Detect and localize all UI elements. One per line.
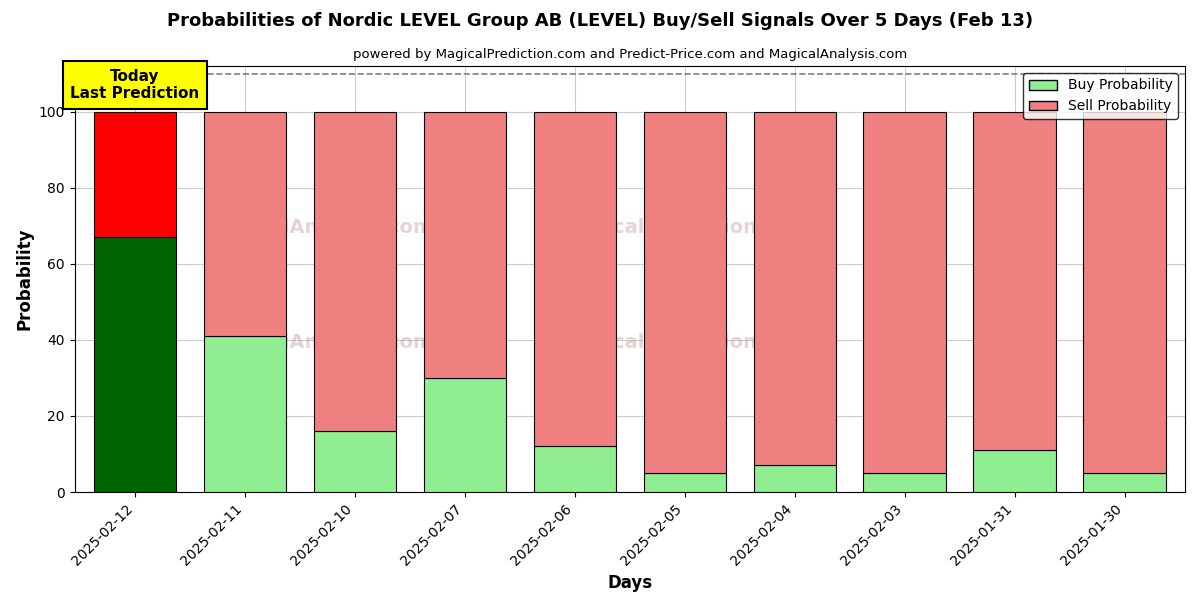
Bar	[94, 112, 176, 237]
Bar	[424, 378, 506, 492]
Bar	[973, 112, 1056, 450]
Bar	[313, 112, 396, 431]
Bar	[94, 237, 176, 492]
Bar	[1084, 473, 1165, 492]
Text: MagicalPrediction.com: MagicalPrediction.com	[560, 218, 810, 238]
Bar	[534, 112, 616, 446]
Bar	[754, 112, 836, 466]
Bar	[424, 112, 506, 378]
Bar	[643, 112, 726, 473]
Text: Today
Last Prediction: Today Last Prediction	[71, 69, 199, 101]
Bar	[864, 112, 946, 473]
Y-axis label: Probability: Probability	[16, 228, 34, 330]
Bar	[534, 446, 616, 492]
Bar	[313, 431, 396, 492]
Bar	[204, 112, 287, 336]
X-axis label: Days: Days	[607, 574, 653, 592]
Title: powered by MagicalPrediction.com and Predict-Price.com and MagicalAnalysis.com: powered by MagicalPrediction.com and Pre…	[353, 47, 907, 61]
Bar	[973, 450, 1056, 492]
Legend: Buy Probability, Sell Probability: Buy Probability, Sell Probability	[1024, 73, 1178, 119]
Bar	[1084, 112, 1165, 473]
Bar	[204, 336, 287, 492]
Bar	[754, 466, 836, 492]
Bar	[864, 473, 946, 492]
Text: MagicalAnalysis.com: MagicalAnalysis.com	[205, 218, 433, 238]
Text: MagicalAnalysis.com: MagicalAnalysis.com	[205, 334, 433, 352]
Bar	[643, 473, 726, 492]
Text: MagicalPrediction.com: MagicalPrediction.com	[560, 334, 810, 352]
Text: Probabilities of Nordic LEVEL Group AB (LEVEL) Buy/Sell Signals Over 5 Days (Feb: Probabilities of Nordic LEVEL Group AB (…	[167, 12, 1033, 30]
